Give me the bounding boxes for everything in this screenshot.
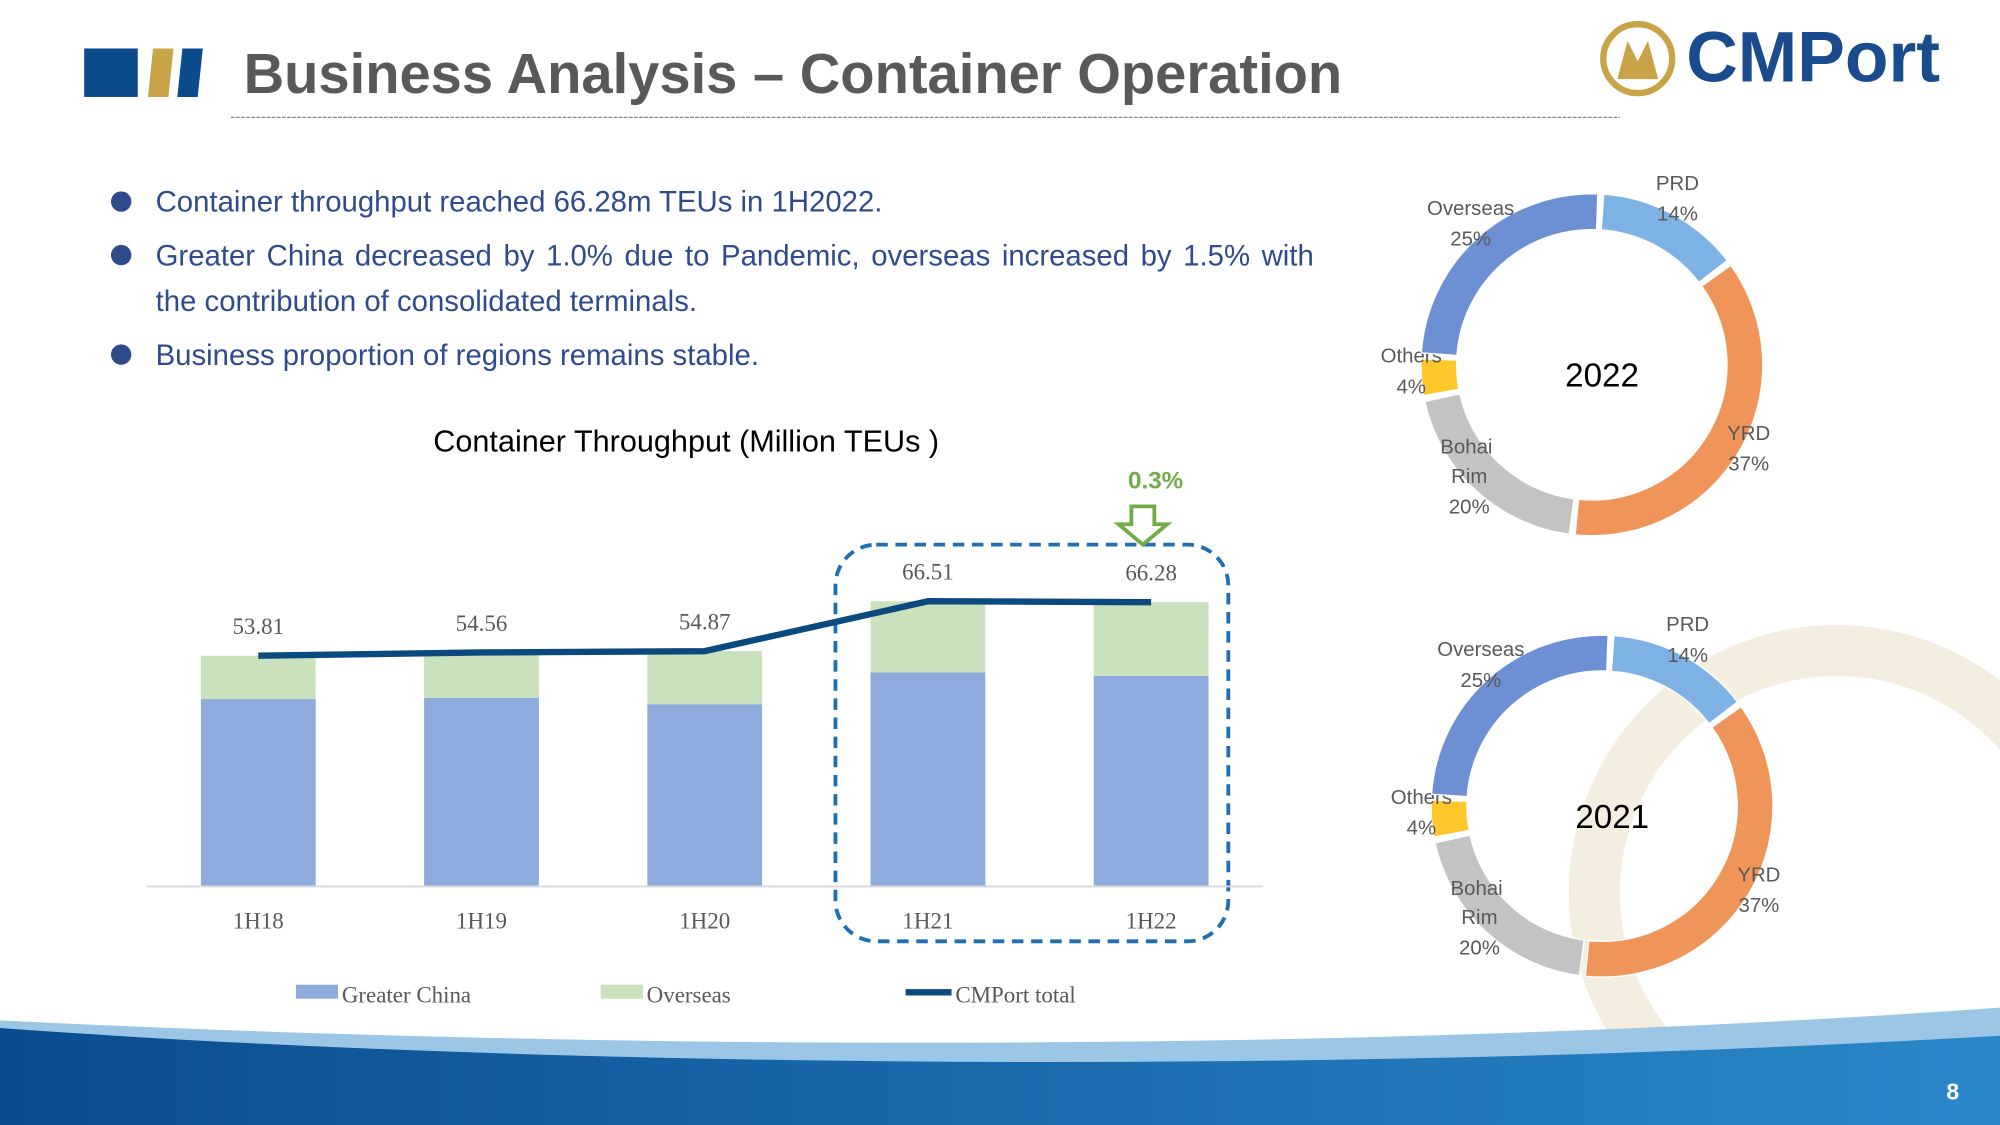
highlight-box xyxy=(833,542,1231,944)
slice-value: 4% xyxy=(1396,376,1425,398)
donut-slice xyxy=(1434,834,1585,977)
annotation: 0.3% xyxy=(1128,468,1183,495)
data-label: 54.56 xyxy=(456,611,508,636)
slice-value: 20% xyxy=(1449,496,1490,518)
donut-slice xyxy=(1430,634,1609,798)
bullet: Greater China decreased by 1.0% due to P… xyxy=(108,232,1314,324)
x-tick-label: 1H18 xyxy=(233,909,284,934)
watermark xyxy=(1568,625,2000,1125)
slice-value: 37% xyxy=(1728,454,1769,476)
logo-bar xyxy=(177,48,203,97)
bar-segment xyxy=(1093,602,1209,676)
bar-segment xyxy=(1093,675,1209,887)
donut-slice xyxy=(1420,358,1460,397)
bullet-area: Container throughput reached 66.28m TEUs… xyxy=(108,179,1314,378)
bar-segment xyxy=(200,699,316,887)
x-tick-label: 1H19 xyxy=(456,909,507,934)
logo-circle xyxy=(1600,21,1676,97)
slice-label: Bohai Rim xyxy=(1440,436,1498,487)
bar-segment xyxy=(647,651,763,705)
legend-label: Greater China xyxy=(342,983,471,1008)
bar-segment xyxy=(647,704,763,887)
slice-value: 25% xyxy=(1460,670,1501,692)
slice-label: Bohai Rim xyxy=(1451,878,1509,929)
bar-segment xyxy=(424,697,539,887)
bullet: Container throughput reached 66.28m TEUs… xyxy=(108,179,1313,225)
slice-label: PRD xyxy=(1656,173,1699,195)
slice-value: 20% xyxy=(1459,938,1500,960)
slice-value: 4% xyxy=(1407,818,1436,840)
page-number: 8 xyxy=(1946,1078,1959,1104)
slice-label: YRD xyxy=(1737,864,1780,886)
chart-title: Container Throughput (Million TEUs ) xyxy=(433,425,939,459)
data-label: 53.81 xyxy=(232,614,284,639)
slide-title: Business Analysis – Container Operation xyxy=(244,42,1343,105)
x-tick-label: 1H20 xyxy=(679,909,730,934)
slice-label: Overseas xyxy=(1427,198,1514,220)
slice-value: 37% xyxy=(1738,895,1779,917)
donut-center: 2022 xyxy=(1565,357,1639,394)
data-label: 66.51 xyxy=(902,560,954,585)
legend-label: Overseas xyxy=(647,983,731,1008)
donut-slice xyxy=(1610,634,1739,725)
donut-slice xyxy=(1420,193,1599,357)
legend-swatch xyxy=(600,984,643,999)
wave xyxy=(0,1028,2000,1125)
logo-text: CMPort xyxy=(1686,18,1940,98)
x-tick-label: 1H22 xyxy=(1126,909,1177,934)
logo-bar xyxy=(147,48,174,97)
down-arrow xyxy=(1113,504,1173,548)
bar-segment xyxy=(870,601,986,673)
bar-segment xyxy=(200,655,316,700)
logo-bar xyxy=(84,48,138,97)
slice-label: Overseas xyxy=(1437,639,1524,661)
bar-segment xyxy=(424,652,539,698)
total-line xyxy=(258,598,1152,659)
bar-segment xyxy=(870,672,986,887)
slice-value: 25% xyxy=(1450,229,1491,251)
donut-slice xyxy=(1574,264,1764,537)
slice-label: PRD xyxy=(1666,614,1709,636)
slice-value: 14% xyxy=(1667,645,1708,667)
donut-slice xyxy=(1424,393,1575,535)
logo-mark xyxy=(1617,40,1659,80)
bullet: Business proportion of regions remains s… xyxy=(108,332,1313,378)
legend-swatch xyxy=(295,984,339,999)
donut-slice xyxy=(1430,799,1470,838)
donut-slice xyxy=(1584,705,1774,978)
data-label: 66.28 xyxy=(1125,561,1177,586)
bullet-list: Container throughput reached 66.28m TEUs… xyxy=(108,179,1314,378)
donut-center: 2021 xyxy=(1575,799,1649,836)
x-tick-label: 1H21 xyxy=(902,909,953,934)
slice-label: YRD xyxy=(1727,423,1770,445)
donut-slice xyxy=(1600,193,1729,284)
legend-label: CMPort total xyxy=(955,983,1075,1008)
data-label: 54.87 xyxy=(679,609,731,634)
slice-value: 14% xyxy=(1657,203,1698,225)
